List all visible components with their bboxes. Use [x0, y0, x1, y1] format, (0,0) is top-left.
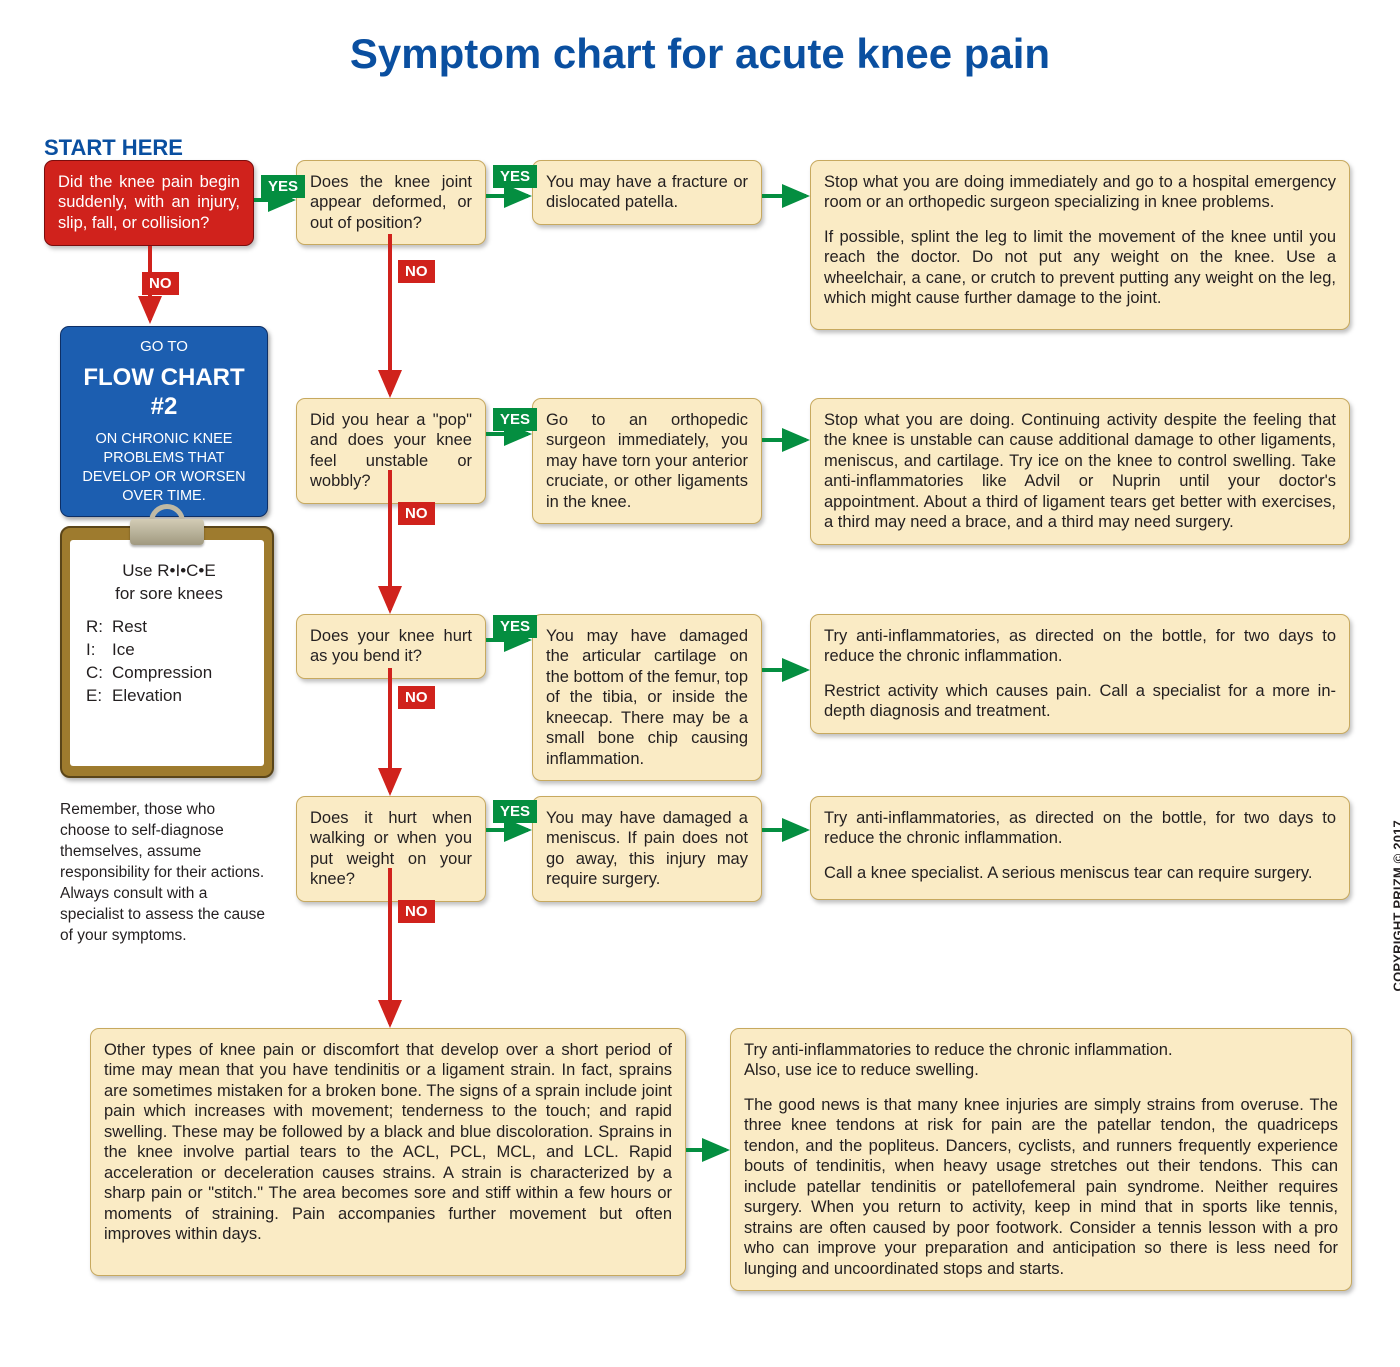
badge-no-pop: NO — [398, 502, 435, 525]
node-advice-meniscus: Try anti-inflammatories, as directed on … — [810, 796, 1350, 900]
node-advice-acl: Stop what you are doing. Continuing acti… — [810, 398, 1350, 545]
start-here-label: START HERE — [44, 135, 183, 161]
rice-row: R:Rest — [86, 616, 252, 639]
node-flowchart2: GO TO FLOW CHART #2 ON CHRONIC KNEE PROB… — [60, 326, 268, 517]
node-diag-meniscus: You may have damaged a meniscus. If pain… — [532, 796, 762, 902]
badge-yes-deformed: YES — [493, 165, 537, 188]
badge-no-bend: NO — [398, 686, 435, 709]
node-final-left: Other types of knee pain or discomfort t… — [90, 1028, 686, 1276]
flowchart2-title: FLOW CHART #2 — [74, 363, 254, 423]
node-q-start: Did the knee pain begin suddenly, with a… — [44, 160, 254, 246]
badge-yes-pop: YES — [493, 408, 537, 431]
rice-value: Compression — [112, 662, 212, 685]
node-q-weight: Does it hurt when walking or when you pu… — [296, 796, 486, 902]
rice-value: Elevation — [112, 685, 182, 708]
node-q-deformed: Does the knee joint appear deformed, or … — [296, 160, 486, 245]
node-final-right: Try anti-inflammatories to reduce the ch… — [730, 1028, 1352, 1291]
badge-yes-bend: YES — [493, 615, 537, 638]
rice-row: C:Compression — [86, 662, 252, 685]
badge-no-weight: NO — [398, 900, 435, 923]
rice-key: R: — [86, 616, 112, 639]
page-title: Symptom chart for acute knee pain — [0, 30, 1400, 78]
rice-key: I: — [86, 639, 112, 662]
badge-no-start: NO — [142, 272, 179, 295]
rice-key: C: — [86, 662, 112, 685]
rice-clipboard: Use R•I•C•E for sore knees R:RestI:IceC:… — [60, 526, 274, 778]
badge-yes-weight: YES — [493, 800, 537, 823]
flowchart2-goto: GO TO — [74, 338, 254, 357]
node-q-pop: Did you hear a "pop" and does your knee … — [296, 398, 486, 504]
rice-key: E: — [86, 685, 112, 708]
clipboard-paper: Use R•I•C•E for sore knees R:RestI:IceC:… — [70, 540, 264, 766]
node-diag-acl: Go to an orthopedic surgeon immediately,… — [532, 398, 762, 524]
clipboard-clip-icon — [130, 504, 204, 548]
rice-row: E:Elevation — [86, 685, 252, 708]
badge-no-deformed: NO — [398, 260, 435, 283]
badge-yes-start: YES — [261, 175, 305, 198]
node-diag-fracture: You may have a fracture or dislocated pa… — [532, 160, 762, 225]
rice-header1: Use R•I•C•E — [122, 561, 215, 580]
rice-value: Rest — [112, 616, 147, 639]
node-advice-cartilage: Try anti-inflammatories, as directed on … — [810, 614, 1350, 734]
node-advice-fracture: Stop what you are doing immediately and … — [810, 160, 1350, 330]
node-diag-cartilage: You may have damaged the articular carti… — [532, 614, 762, 781]
copyright-text: COPYRIGHT PRIZM © 2017 — [1390, 820, 1400, 991]
rice-value: Ice — [112, 639, 135, 662]
node-q-bend: Does your knee hurt as you bend it? — [296, 614, 486, 679]
disclaimer-text: Remember, those who choose to self-diagn… — [60, 800, 266, 946]
rice-header2: for sore knees — [115, 584, 223, 603]
flowchart2-subtitle: ON CHRONIC KNEE PROBLEMS THAT DEVELOP OR… — [74, 430, 254, 505]
rice-row: I:Ice — [86, 639, 252, 662]
